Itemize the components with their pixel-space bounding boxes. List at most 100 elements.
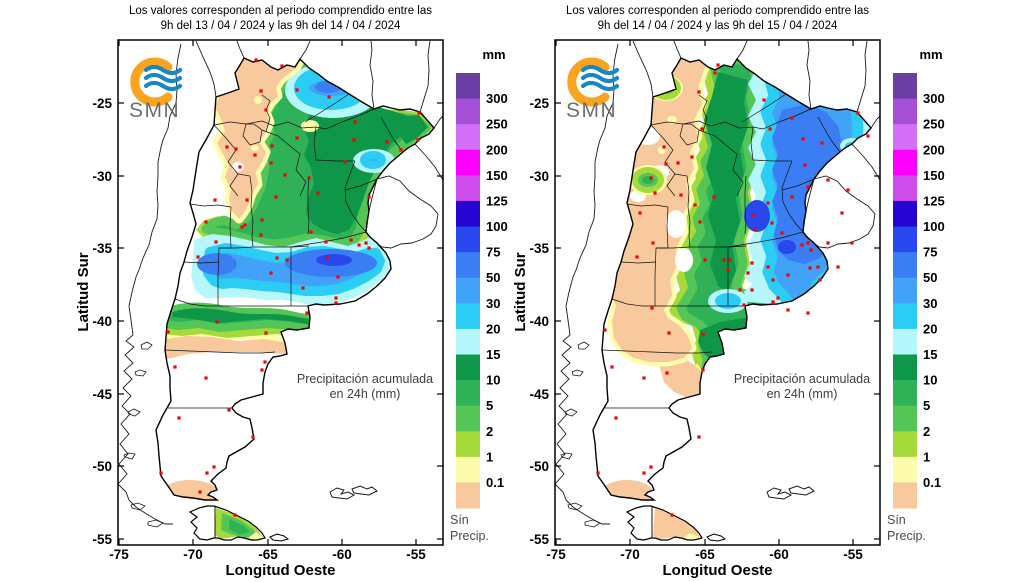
- station-dot: [325, 256, 329, 260]
- station-dot: [240, 225, 244, 229]
- colorbar-label: 15: [923, 347, 937, 362]
- station-dot: [213, 198, 217, 202]
- station-dot: [806, 311, 810, 315]
- svg-text:-35: -35: [529, 241, 549, 256]
- colorbar-segment: [456, 380, 480, 407]
- colorbar-segment: [893, 328, 917, 355]
- station-dot: [665, 371, 669, 375]
- station-dot: [324, 240, 328, 244]
- colorbar-segment: [456, 98, 480, 125]
- station-dot: [357, 243, 361, 247]
- station-dot: [667, 331, 671, 335]
- plot-frame: -75 -70 -65 -60 -55 -25 -30 -35 -40 -45 -50 -55 Long…: [75, 39, 444, 579]
- station-dot: [770, 221, 774, 225]
- station-dot: [225, 145, 229, 149]
- station-dot: [826, 178, 830, 182]
- station-dot: [353, 120, 357, 124]
- colorbar-unit: mm: [482, 47, 505, 62]
- colorbar-label: 20: [923, 321, 937, 336]
- station-dot: [349, 238, 353, 242]
- station-dot: [238, 165, 242, 169]
- station-dot: [697, 435, 701, 439]
- svg-text:Los valores corresponden al pe: Los valores corresponden al periodo comp…: [129, 5, 432, 17]
- station-dot: [701, 368, 705, 372]
- precipitation-fills: [160, 58, 434, 540]
- colorbar-segment: [893, 252, 917, 279]
- colorbar-footer: Sín: [887, 513, 906, 527]
- colorbar-segment: [893, 482, 917, 509]
- colorbar-segment: [893, 226, 917, 253]
- colorbar-segment: [456, 405, 480, 432]
- colorbar-label: 150: [923, 168, 945, 183]
- station-dot: [742, 303, 746, 307]
- map-title: Los valores corresponden al periodo comp…: [129, 5, 432, 32]
- station-dot: [751, 213, 755, 217]
- station-dot: [746, 271, 750, 275]
- station-dot: [693, 203, 697, 207]
- colorbar-label: 100: [923, 219, 945, 234]
- station-dot: [738, 288, 742, 292]
- colorbar-label: 100: [486, 219, 508, 234]
- station-dot: [768, 127, 772, 131]
- svg-text:-60: -60: [332, 547, 352, 562]
- colorbar: 300 250 200 150 125 100 75 50 30 20 15 10 5 2 1 0.1 mm Sí…: [887, 47, 945, 543]
- svg-text:-55: -55: [92, 532, 112, 547]
- station-dot: [771, 278, 775, 282]
- station-dot: [712, 195, 716, 199]
- station-dot: [816, 265, 820, 269]
- axis-ticks: [118, 40, 443, 545]
- colorbar-label: 0.1: [923, 475, 941, 490]
- station-dot: [285, 258, 289, 262]
- colorbar-label: 30: [923, 296, 937, 311]
- station-dot: [205, 471, 209, 475]
- colorbar-segment: [893, 405, 917, 432]
- station-dot: [264, 331, 268, 335]
- colorbar-segment: [456, 252, 480, 279]
- station-dot: [790, 116, 794, 120]
- svg-text:9h del 14 / 04 / 2024 y las 9: 9h del 14 / 04 / 2024 y las 9h del 15 / …: [598, 20, 838, 32]
- colorbar-label: 250: [486, 117, 508, 132]
- colorbar-footer: Precip.: [450, 529, 489, 543]
- station-dot: [649, 465, 653, 469]
- station-dot: [850, 241, 854, 245]
- station-dot: [177, 416, 181, 420]
- station-dot: [260, 368, 264, 372]
- station-dot: [786, 273, 790, 277]
- colorbar-label: 50: [923, 270, 937, 285]
- station-dot: [327, 95, 331, 99]
- svg-text:-55: -55: [529, 532, 549, 547]
- station-dot: [603, 328, 607, 332]
- colorbar-label: 2: [923, 424, 930, 439]
- station-dot: [233, 513, 237, 517]
- station-dot: [263, 360, 267, 364]
- svg-text:-25: -25: [529, 96, 549, 111]
- station-dot: [212, 465, 216, 469]
- station-dot: [762, 98, 766, 102]
- station-dot: [367, 246, 371, 250]
- map-title: Los valores corresponden al periodo comp…: [566, 5, 869, 32]
- station-dot: [316, 191, 320, 195]
- colorbar-label: 150: [486, 168, 508, 183]
- neighbor-borders: [554, 40, 881, 528]
- neighbor-borders: [117, 40, 444, 528]
- x-axis-label: Longitud Oeste: [226, 562, 336, 579]
- colorbar-label: 20: [486, 321, 500, 336]
- svg-text:-30: -30: [92, 169, 112, 184]
- station-dot: [367, 195, 371, 199]
- station-dot: [780, 231, 784, 235]
- station-dot: [215, 320, 219, 324]
- station-dot: [352, 138, 356, 142]
- station-dot: [295, 136, 299, 140]
- colorbar-label: 300: [486, 91, 508, 106]
- station-dot: [173, 365, 177, 369]
- station-dot: [336, 275, 340, 279]
- station-dot: [364, 241, 368, 245]
- svg-text:-70: -70: [183, 547, 203, 562]
- colorbar-segment: [456, 303, 480, 330]
- station-dot: [866, 134, 870, 138]
- station-dot: [196, 255, 200, 259]
- station-dot: [596, 471, 600, 475]
- svg-text:-30: -30: [529, 169, 549, 184]
- smn-logo-text: SMN: [129, 99, 180, 122]
